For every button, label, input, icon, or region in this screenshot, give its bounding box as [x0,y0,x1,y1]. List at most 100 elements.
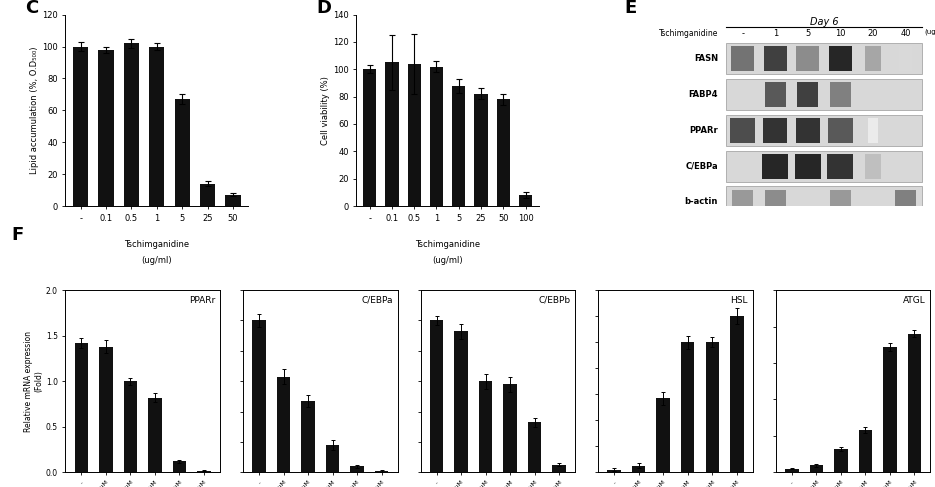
Text: C/EBPa: C/EBPa [685,162,718,171]
Bar [474,94,488,206]
Text: (ug/ml): (ug/ml) [141,256,172,265]
Bar [865,46,881,71]
Text: PPARr: PPARr [189,296,215,304]
Bar [858,430,872,472]
Text: b-actin: b-actin [684,198,718,206]
Bar [726,79,922,110]
Bar [726,187,922,218]
Text: HSL: HSL [730,296,748,304]
Bar [726,115,922,146]
Text: ATGL: ATGL [903,296,926,304]
Bar [884,347,897,472]
Bar [726,43,922,75]
Text: F: F [11,226,23,244]
Bar [632,466,645,472]
Bar [200,184,215,206]
Bar [732,189,754,214]
Bar [73,47,88,206]
Text: 1: 1 [772,29,778,38]
Bar [834,449,848,472]
Text: Tschimganidine: Tschimganidine [415,241,481,249]
Text: 20: 20 [868,29,878,38]
Bar [865,154,881,179]
Bar [553,465,566,472]
Text: Tschimganidine: Tschimganidine [658,29,718,38]
Text: -: - [741,29,744,38]
Bar [899,46,912,71]
Y-axis label: Lipid accumulation (%, O.D₅₀₀): Lipid accumulation (%, O.D₅₀₀) [30,47,39,174]
Bar [830,82,851,107]
Text: C/EBPb: C/EBPb [539,296,570,304]
Text: (ug/ml): (ug/ml) [432,256,463,265]
Bar [829,46,852,71]
Bar [325,445,339,472]
Text: E: E [625,0,637,18]
Bar [351,467,364,472]
Bar [868,118,878,143]
Bar [785,469,798,472]
Bar [496,99,510,206]
Bar [730,316,743,472]
Bar [762,154,788,179]
Bar [503,384,517,472]
Text: FASN: FASN [694,55,718,63]
Bar [828,118,853,143]
Text: C: C [25,0,38,18]
Text: D: D [316,0,331,18]
Text: Tschimganidine: Tschimganidine [124,241,190,249]
Text: Day 6: Day 6 [810,17,839,26]
Bar [430,67,443,206]
Bar [796,118,820,143]
Bar [765,82,785,107]
Text: PPARr: PPARr [689,126,718,135]
Bar [519,195,532,206]
Bar [175,99,190,206]
Text: C/EBPa: C/EBPa [361,296,393,304]
Bar [795,154,821,179]
Bar [730,118,755,143]
Text: 40: 40 [900,29,911,38]
Text: 10: 10 [835,29,845,38]
Bar [301,401,315,472]
Bar [528,422,541,472]
Bar [252,320,266,472]
Bar [830,189,851,214]
Bar [763,118,787,143]
Bar [148,398,162,472]
Bar [798,82,818,107]
Bar [895,189,916,214]
Bar [385,62,398,206]
Bar [150,47,165,206]
Bar [123,381,137,472]
Bar [375,471,388,472]
Bar [75,343,88,472]
Bar [363,69,376,206]
Bar [99,347,112,472]
Bar [123,43,139,206]
Bar [765,189,785,214]
Bar [731,46,755,71]
Bar [173,462,186,472]
Text: (ug/ml): (ug/ml) [925,29,935,36]
Text: FABP4: FABP4 [688,90,718,99]
Bar [608,470,621,472]
Y-axis label: Relative mRNA expression
(Fold): Relative mRNA expression (Fold) [23,331,43,432]
Bar [656,398,670,472]
Bar [681,342,695,472]
Bar [454,331,468,472]
Text: 5: 5 [805,29,811,38]
Y-axis label: Cell viability (%): Cell viability (%) [321,76,330,145]
Bar [810,465,823,472]
Bar [479,381,493,472]
Bar [453,86,466,206]
Bar [827,154,854,179]
Bar [706,342,719,472]
Bar [225,195,240,206]
Bar [430,320,443,472]
Bar [908,334,921,472]
Bar [98,50,114,206]
Bar [408,64,421,206]
Bar [726,150,922,182]
Bar [764,46,786,71]
Bar [277,376,290,472]
